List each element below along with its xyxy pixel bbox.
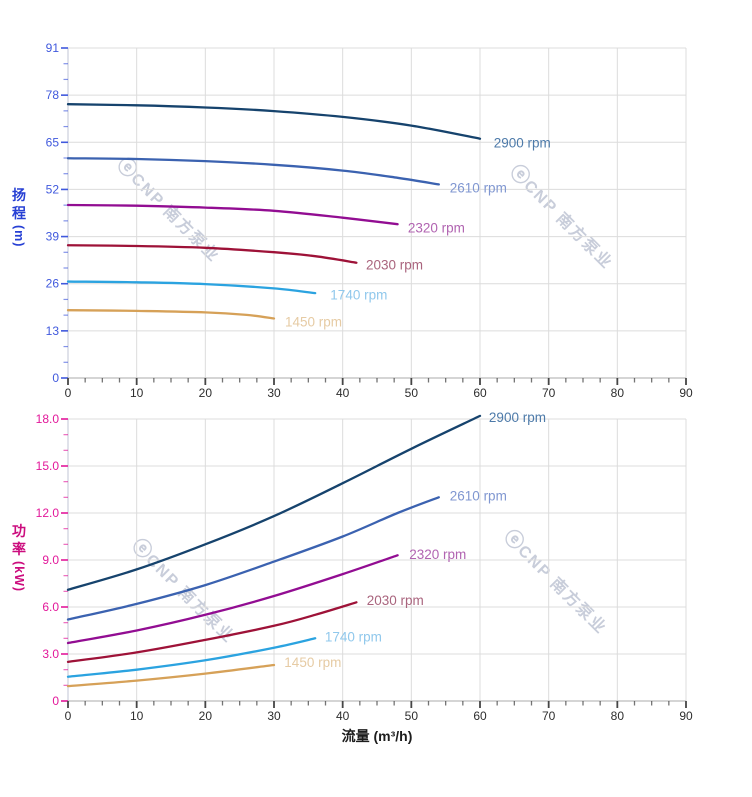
series-label-1740: 1740 rpm: [330, 287, 387, 302]
head-axis-title: 扬 程 (m): [6, 186, 32, 248]
series-curve-2030: [66, 244, 358, 264]
x-tick-label: 50: [405, 386, 419, 400]
x-tick-label: 90: [679, 386, 693, 400]
series-curve-2030: [66, 601, 358, 663]
x-tick-label: 90: [679, 709, 693, 723]
series-label-1450: 1450 rpm: [285, 315, 342, 330]
x-tick-label: 50: [405, 709, 419, 723]
power-axis-char: 率: [12, 541, 26, 558]
x-tick-label: 60: [473, 709, 487, 723]
x-tick-label: 80: [611, 386, 625, 400]
x-tick-label: 0: [65, 386, 72, 400]
series-curve-2610: [66, 496, 440, 621]
head-axis-char: 扬: [12, 187, 26, 203]
series-label-1740: 1740 rpm: [325, 629, 382, 644]
y-tick-label: 39: [46, 230, 60, 244]
x-tick-label: 60: [473, 386, 487, 400]
y-tick-label: 13: [46, 324, 60, 338]
y-tick-label: 65: [46, 135, 60, 149]
x-tick-label: 20: [199, 386, 213, 400]
x-tick-label: 40: [336, 386, 350, 400]
x-tick-label: 70: [542, 386, 556, 400]
flow-axis-title: 流量 (m³/h): [341, 728, 413, 744]
y-tick-label: 15.0: [36, 459, 60, 473]
power-axis-title: 功 率 (kW): [6, 522, 32, 592]
series-label-2030: 2030 rpm: [367, 593, 424, 608]
y-tick-label: 52: [46, 182, 60, 196]
y-tick-label: 6.0: [42, 600, 59, 614]
series-curve-1740: [66, 280, 317, 295]
y-tick-label: 26: [46, 277, 60, 291]
series-curve-2900: [66, 103, 482, 140]
series-curve-1740: [66, 637, 317, 678]
x-tick-label: 70: [542, 709, 556, 723]
y-tick-label: 12.0: [36, 506, 60, 520]
x-tick-label: 10: [130, 709, 144, 723]
x-tick-label: 30: [267, 386, 281, 400]
series-label-1450: 1450 rpm: [284, 655, 341, 670]
head-axis-char: 程: [12, 205, 26, 222]
series-curve-2320: [66, 203, 399, 226]
series-label-2900: 2900 rpm: [494, 136, 551, 151]
series-curve-2900: [66, 414, 482, 591]
x-tick-label: 30: [267, 709, 281, 723]
series-label-2320: 2320 rpm: [409, 547, 466, 562]
y-tick-label: 18.0: [36, 412, 60, 426]
head-axis-unit: (m): [12, 225, 27, 248]
x-tick-label: 40: [336, 709, 350, 723]
series-curve-1450: [66, 309, 276, 320]
series-label-2610: 2610 rpm: [450, 180, 507, 195]
x-tick-label: 80: [611, 709, 625, 723]
series-label-2320: 2320 rpm: [408, 220, 465, 235]
power-axis-char: 功: [12, 523, 26, 539]
x-tick-label: 0: [65, 709, 72, 723]
series-curve-2320: [66, 554, 399, 645]
y-tick-label: 0: [52, 371, 59, 385]
series-curve-2610: [66, 157, 440, 186]
x-tick-label: 20: [199, 709, 213, 723]
series-curve-1450: [66, 663, 276, 688]
series-label-2610: 2610 rpm: [450, 488, 507, 503]
series-label-2030: 2030 rpm: [366, 257, 423, 272]
y-tick-label: 0: [52, 694, 59, 708]
power-axis-unit: (kW): [12, 561, 27, 593]
x-tick-label: 10: [130, 386, 144, 400]
y-tick-label: 91: [46, 41, 60, 55]
y-tick-label: 78: [46, 88, 60, 102]
series-label-2900: 2900 rpm: [489, 410, 546, 425]
y-tick-label: 3.0: [42, 647, 59, 661]
y-tick-label: 9.0: [42, 553, 59, 567]
